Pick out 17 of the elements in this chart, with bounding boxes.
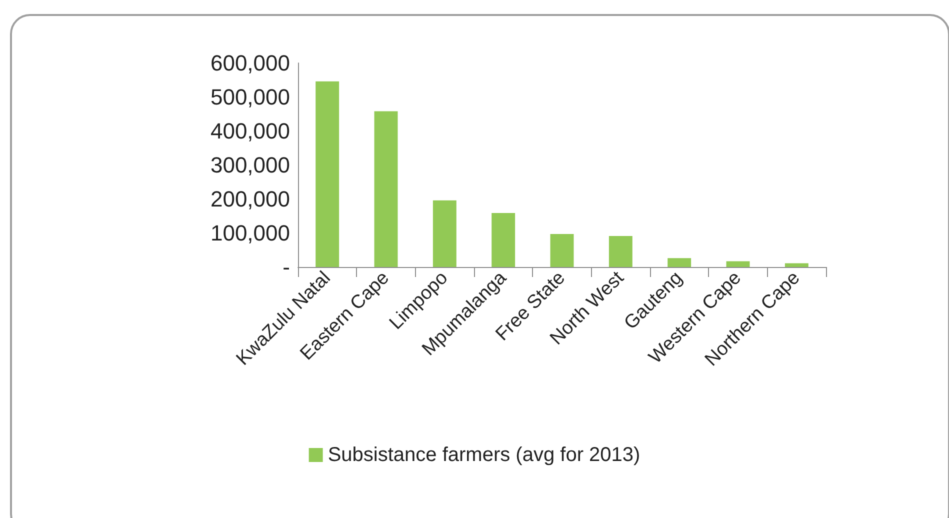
bar xyxy=(608,236,632,267)
y-tick-label: 500,000 xyxy=(210,84,290,110)
bar xyxy=(492,212,516,267)
y-tick-label: 600,000 xyxy=(210,50,290,76)
y-tick-label: - xyxy=(282,254,290,280)
bar xyxy=(432,200,456,267)
y-tick-label: 300,000 xyxy=(210,152,290,178)
y-tick-label: 200,000 xyxy=(210,186,290,212)
bar xyxy=(668,258,692,267)
legend-label: Subsistance farmers (avg for 2013) xyxy=(328,444,640,466)
y-tick-label: 100,000 xyxy=(210,220,290,246)
bar xyxy=(784,263,808,267)
bar xyxy=(550,234,574,267)
y-tick-label: 400,000 xyxy=(210,118,290,144)
bar xyxy=(374,111,398,267)
bar xyxy=(316,81,340,267)
bar xyxy=(726,261,750,267)
